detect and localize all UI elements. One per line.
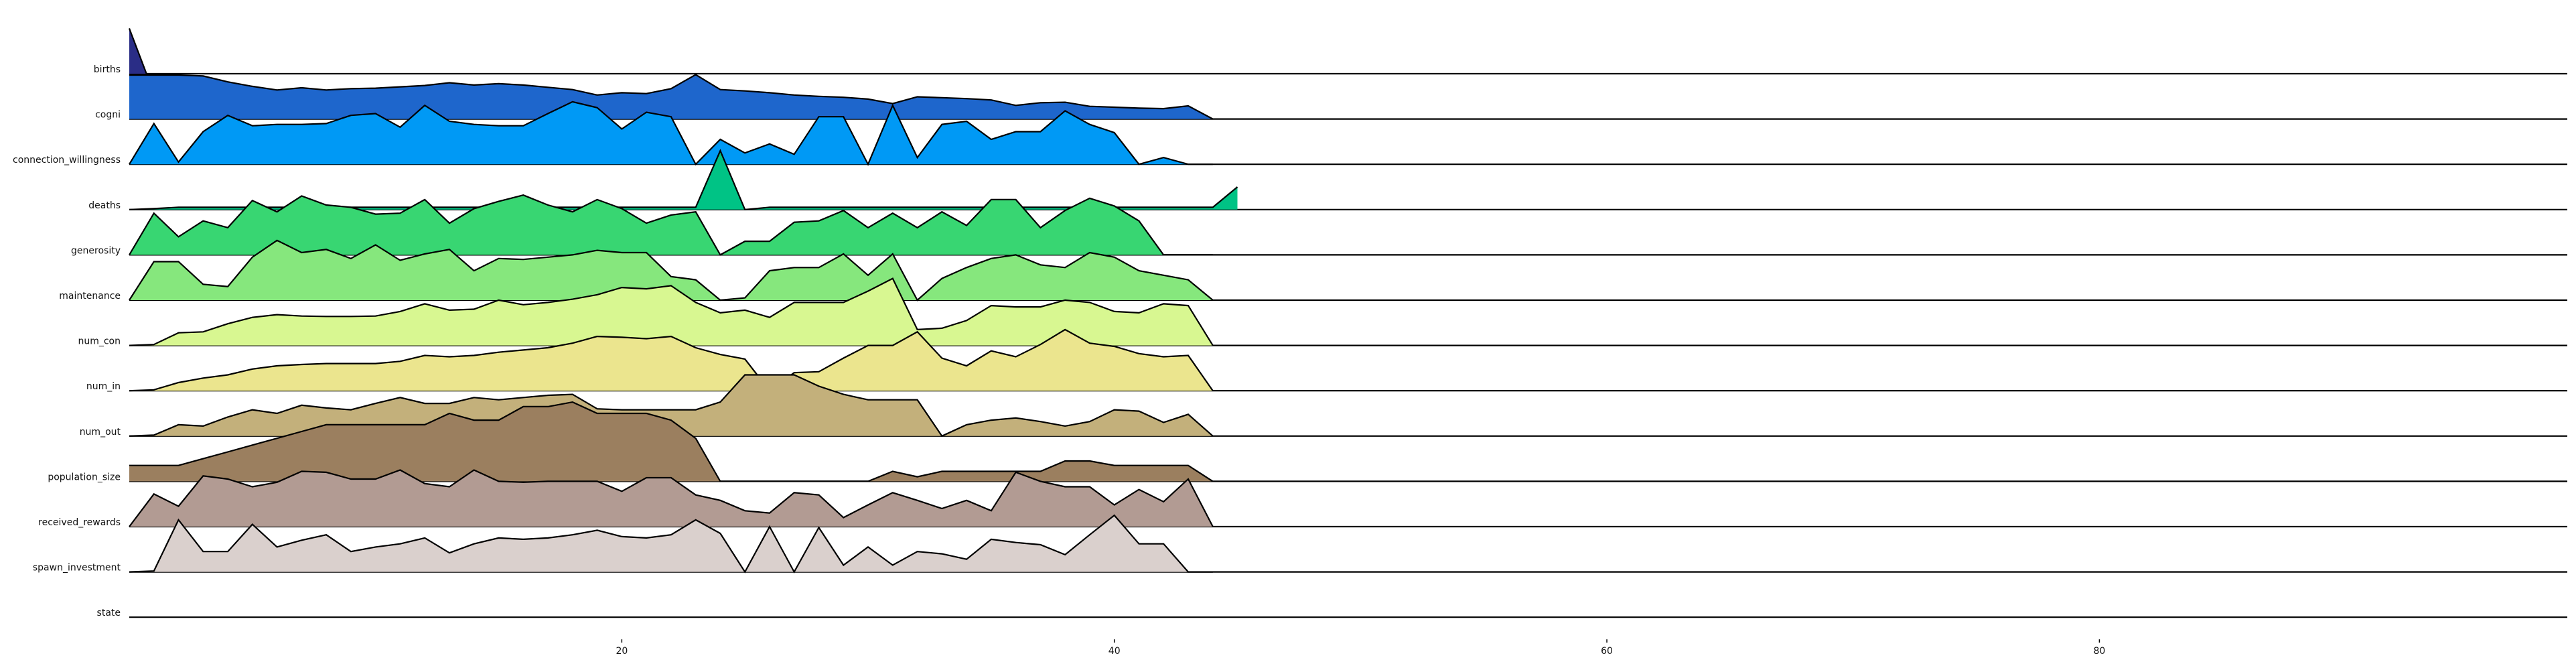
row-label-connection_willingness: connection_willingness	[13, 155, 121, 165]
ridge-fill-num_in	[129, 329, 1213, 391]
row-label-generosity: generosity	[71, 245, 121, 256]
ridge-fill-spawn_investment	[129, 515, 1213, 572]
ridge-fill-received_rewards	[129, 470, 1213, 527]
ridge-line-num_con	[129, 277, 1214, 346]
x-tick-label-80: 80	[2094, 646, 2106, 657]
x-axis: 20 40 60 80	[616, 639, 2105, 657]
ridge-line-maintenance	[129, 239, 1214, 302]
ridge-line-cogni	[129, 74, 1214, 120]
x-tick-label-20: 20	[616, 646, 628, 657]
row-label-num_out: num_out	[80, 427, 121, 438]
row-label-spawn_investment: spawn_investment	[33, 563, 121, 574]
x-tick-label-40: 40	[1108, 646, 1121, 657]
ridge-line-connection_willingness	[129, 100, 1213, 166]
ridge-line-generosity	[129, 194, 1213, 256]
row-label-population_size: population_size	[48, 472, 121, 482]
row-label-num_in: num_in	[86, 381, 121, 392]
row-label-cogni: cogni	[95, 110, 121, 121]
ridge-fill-cogni	[129, 74, 1213, 119]
row-label-received_rewards: received_rewards	[38, 517, 121, 528]
ridge-fill-generosity	[129, 195, 1213, 255]
x-tick-label-60: 60	[1601, 646, 1613, 657]
row-label-deaths: deaths	[88, 200, 121, 211]
ridgeline-plot-area	[128, 28, 2567, 618]
row-label-state: state	[97, 608, 121, 618]
ridge-line-population_size	[129, 401, 1214, 482]
ridge-line-spawn_investment	[129, 514, 1213, 574]
row-label-births: births	[94, 64, 121, 75]
ridge-line-births	[128, 28, 147, 74]
ridge-line-received_rewards	[129, 469, 1214, 527]
ridge-line-num_in	[129, 328, 1214, 392]
row-label-num_con: num_con	[78, 336, 121, 347]
ridge-fill-maintenance	[129, 240, 1213, 300]
ridge-fill-num_out	[129, 375, 1213, 436]
ridge-line-num_out	[129, 374, 1214, 438]
row-label-maintenance: maintenance	[59, 291, 121, 302]
ridge-fill-population_size	[129, 402, 1213, 482]
ridge-fill-connection_willingness	[129, 101, 1213, 165]
